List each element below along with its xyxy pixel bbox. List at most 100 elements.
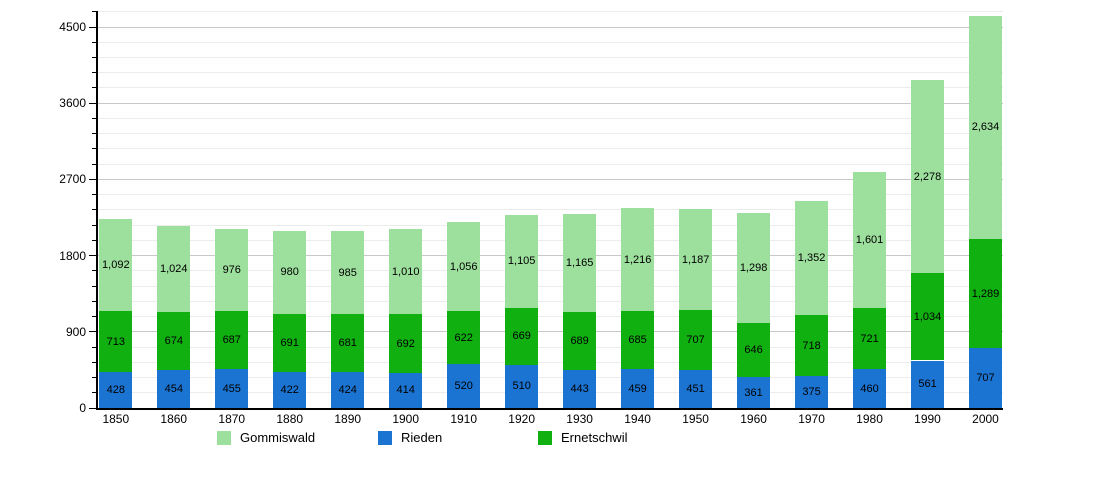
bar-1880-rieden-segment: 422: [273, 372, 307, 408]
bar-1950-rieden-segment: 451: [679, 369, 713, 408]
bar-1940-gommiswald-segment: 1,216: [621, 208, 655, 312]
legend-item-ernetschwil: Ernetschwil: [538, 430, 627, 445]
legend-item-gommiswald: Gommiswald: [217, 430, 315, 445]
bar-1930-rieden-segment: 443: [563, 370, 597, 408]
y-axis-label-0: 0: [79, 401, 86, 415]
bar-1930-ernetschwil-segment: 689: [563, 312, 597, 371]
bar-1920-ernetschwil-segment: 669: [505, 308, 539, 365]
bar-value-label: 1,187: [681, 253, 710, 266]
bar-value-label: 622: [454, 331, 473, 344]
bar-value-label: 707: [686, 333, 705, 346]
y-tick-2520: [92, 194, 96, 196]
x-axis-label-1920: 1920: [508, 412, 535, 426]
y-tick-2160: [92, 224, 96, 226]
x-axis-label-1940: 1940: [624, 412, 651, 426]
bar-2000-gommiswald-segment: 2,634: [969, 15, 1002, 239]
bar-value-label: 1,289: [971, 287, 1000, 300]
y-tick-3780: [92, 87, 96, 89]
legend-label-rieden: Rieden: [401, 430, 443, 445]
bar-1980-ernetschwil-segment: 721: [853, 308, 887, 370]
gridline-minor-360: [98, 377, 1003, 379]
bar-value-label: 459: [628, 382, 647, 395]
y-axis-label-900: 900: [65, 324, 86, 339]
y-tick-2700: [89, 178, 96, 180]
x-axis-label-1870: 1870: [218, 412, 246, 426]
bar-value-label: 414: [396, 384, 415, 397]
bar-2000-ernetschwil-segment: 1,289: [969, 239, 1002, 349]
bar-1860-rieden-segment: 454: [157, 369, 191, 408]
bar-value-label: 687: [222, 334, 241, 347]
bar-1950-ernetschwil-segment: 707: [679, 309, 713, 370]
y-tick-3420: [92, 117, 96, 119]
bar-1900-gommiswald-segment: 1,010: [389, 228, 423, 315]
y-axis-label-3600: 3600: [59, 96, 86, 111]
bar-value-label: 428: [106, 383, 125, 396]
y-tick-180: [92, 392, 96, 394]
gridline-major-3600: [98, 102, 1003, 104]
bar-1890-gommiswald-segment: 985: [331, 231, 365, 315]
bar-value-label: 1,010: [391, 265, 420, 278]
bar-1910-ernetschwil-segment: 622: [447, 311, 481, 364]
gridline-major-1800: [98, 255, 1003, 257]
bar-1860-gommiswald-segment: 1,024: [157, 225, 191, 313]
gridline-minor-3060: [98, 148, 1003, 150]
x-axis-label-1960: 1960: [740, 412, 767, 426]
bar-1870-rieden-segment: 455: [215, 369, 249, 408]
bar-value-label: 361: [744, 386, 763, 399]
y-tick-1620: [92, 270, 96, 272]
bar-value-label: 691: [280, 337, 299, 350]
gridline-major-4500: [98, 26, 1003, 28]
gridline-minor-1260: [98, 300, 1003, 302]
x-axis-label-1850: 1850: [102, 412, 130, 426]
bar-value-label: 713: [106, 335, 125, 348]
y-tick-540: [92, 361, 96, 363]
bar-value-label: 375: [802, 386, 821, 399]
y-tick-4320: [92, 41, 96, 43]
bar-1870-ernetschwil-segment: 687: [215, 311, 249, 370]
y-tick-1800: [89, 255, 96, 257]
bar-value-label: 422: [280, 384, 299, 397]
y-tick-3060: [92, 148, 96, 150]
bar-1930-gommiswald-segment: 1,165: [563, 213, 597, 313]
x-axis-label-1990: 1990: [914, 412, 941, 426]
bar-value-label: 1,352: [797, 252, 826, 265]
gridline-major-900: [98, 331, 1003, 333]
bar-1990-rieden-segment: 561: [911, 360, 945, 408]
bar-value-label: 1,105: [507, 255, 536, 268]
legend-item-rieden: Rieden: [378, 430, 442, 445]
x-axis-label-2000: 2000: [972, 412, 999, 426]
bar-1910-rieden-segment: 520: [447, 363, 481, 408]
bar-1890-ernetschwil-segment: 681: [331, 314, 365, 373]
bar-value-label: 2,634: [971, 121, 1000, 134]
bar-value-label: 685: [628, 334, 647, 347]
y-tick-4500: [89, 26, 96, 28]
x-axis-label-1930: 1930: [566, 412, 593, 426]
bar-value-label: 721: [860, 332, 879, 345]
bar-1960-ernetschwil-segment: 646: [737, 322, 771, 378]
bar-value-label: 510: [512, 380, 531, 393]
y-tick-1440: [92, 285, 96, 287]
y-axis-line: [96, 11, 98, 410]
y-tick-4680: [92, 11, 96, 13]
x-axis-label-1980: 1980: [856, 412, 883, 426]
bar-value-label: 669: [512, 330, 531, 343]
x-axis-label-1950: 1950: [682, 412, 709, 426]
x-axis-label-1890: 1890: [334, 412, 362, 426]
gridline-minor-4320: [98, 41, 1003, 43]
bar-1970-gommiswald-segment: 1,352: [795, 200, 829, 316]
bar-value-label: 1,298: [739, 261, 768, 274]
bar-1850-rieden-segment: 428: [99, 371, 133, 408]
gridline-minor-2160: [98, 224, 1003, 226]
bar-1860-ernetschwil-segment: 674: [157, 312, 191, 370]
legend-label-ernetschwil: Ernetschwil: [561, 430, 628, 445]
gridline-minor-1080: [98, 316, 1003, 318]
bar-1850-ernetschwil-segment: 713: [99, 311, 133, 372]
gridline-major-2700: [98, 178, 1003, 180]
bar-1990-gommiswald-segment: 2,278: [911, 80, 945, 273]
y-tick-3240: [92, 133, 96, 135]
bar-value-label: 718: [802, 339, 821, 352]
bar-1970-ernetschwil-segment: 718: [795, 315, 829, 377]
x-axis-label-1860: 1860: [160, 412, 188, 426]
y-tick-4140: [92, 56, 96, 58]
bar-1900-ernetschwil-segment: 692: [389, 314, 423, 373]
